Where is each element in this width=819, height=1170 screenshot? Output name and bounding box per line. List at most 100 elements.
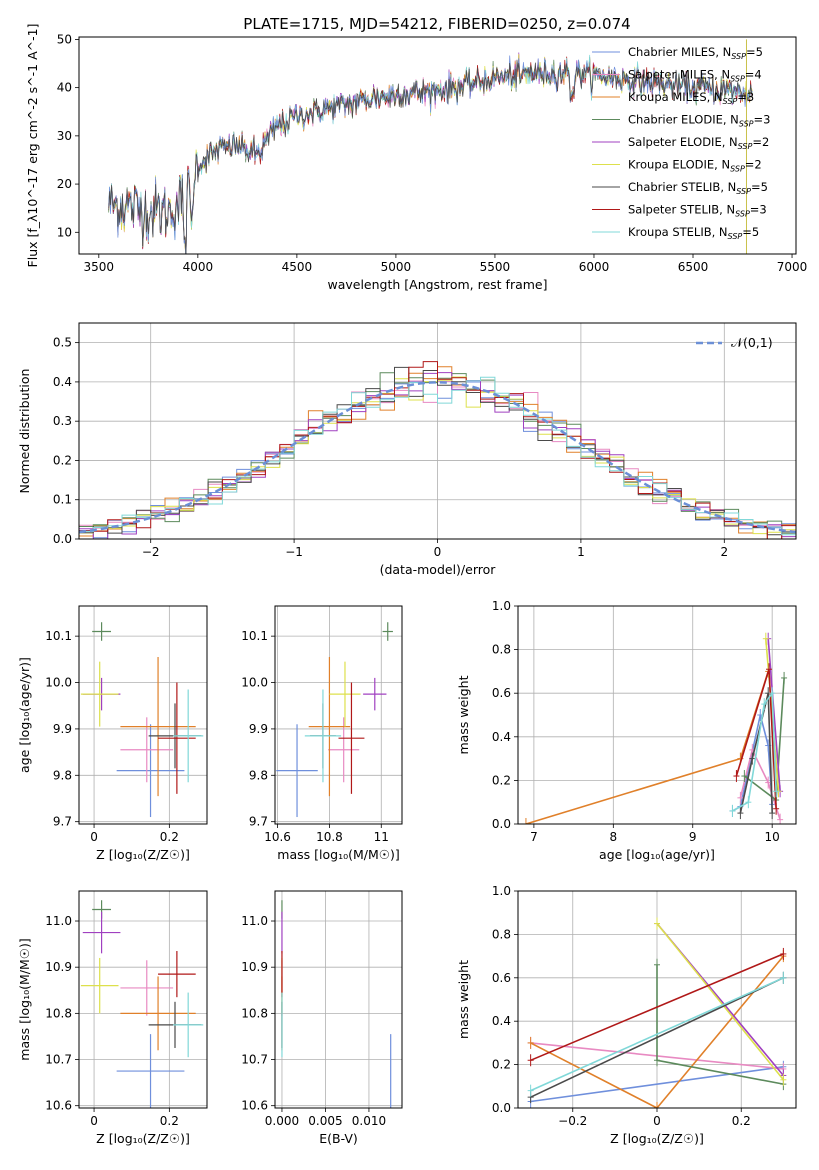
y-tick-label: 10.7 xyxy=(241,1053,268,1067)
x-axis-label: Z [log₁₀(Z/Z☉)] xyxy=(610,1131,704,1146)
y-tick-label: 50 xyxy=(57,32,72,46)
x-tick-label: −1 xyxy=(285,545,303,559)
marks-age-vs-Z xyxy=(80,622,204,818)
plot-residuals: −2 −1 0 1 2 0.0 0.1 0.2 0.3 0.4 0.5 (data-model)/er… xyxy=(17,322,797,577)
y-tick-label: 10.8 xyxy=(241,1006,268,1020)
x-tick-label: 7000 xyxy=(777,260,808,274)
plot-age-vs-Z: 0 0.2 9.7 9.8 9.9 10.0 10.1 Z [log₁₀(Z/Z☉)] age … xyxy=(17,605,208,862)
plot-mass-vs-Z: 0 0.2 10.6 10.7 10.8 10.9 11.0 Z [log₁₀(Z/Z☉)] m… xyxy=(17,890,208,1146)
legend-nssp: =2 xyxy=(752,135,769,149)
y-tick-label: 10 xyxy=(57,225,72,239)
legend-entry: Salpeter MILES, NSSP=4 xyxy=(628,68,762,84)
y-axis-label: mass weight xyxy=(456,960,471,1039)
x-axis-label: (data-model)/error xyxy=(380,562,497,577)
y-tick-label: 1.0 xyxy=(492,884,511,898)
legend-name: Salpeter STELIB, N xyxy=(628,203,735,217)
weight-line-1 xyxy=(739,747,781,820)
y-tick-label: 10.1 xyxy=(241,629,268,643)
legend-name: Kroupa STELIB, N xyxy=(628,225,728,239)
legend-sub: SSP xyxy=(736,187,751,196)
weight-line-0 xyxy=(530,1066,784,1103)
weight-line-7 xyxy=(530,953,784,1062)
y-tick-label: 1.0 xyxy=(492,599,511,613)
x-tick-label: 10 xyxy=(765,830,780,844)
x-tick-label: 4500 xyxy=(282,260,313,274)
legend-entry: Chabrier STELIB, NSSP=5 xyxy=(628,180,768,196)
figure-title: PLATE=1715, MJD=54212, FIBERID=0250, z=0… xyxy=(243,15,630,33)
y-tick-label: 11.0 xyxy=(45,914,72,928)
legend-sub: SSP xyxy=(738,142,753,151)
errorbar-5 xyxy=(80,957,119,1014)
x-axis-label: Z [log₁₀(Z/Z☉)] xyxy=(96,847,190,862)
errorbar-0 xyxy=(116,1034,185,1108)
errorbar-2 xyxy=(120,657,196,797)
grid-mass-vs-ebv xyxy=(275,891,402,1108)
y-tick-label: 40 xyxy=(57,81,72,95)
errorbar-8 xyxy=(173,689,204,783)
grid-age-vs-mass xyxy=(275,606,402,824)
marks-weight-vs-age xyxy=(522,632,788,824)
x-axis-label: mass [log₁₀(M/M☉)] xyxy=(277,847,399,862)
plot-mass-vs-ebv: 0.000 0.005 0.010 10.6 10.7 10.8 10.9 11.0 E(B-V… xyxy=(241,890,403,1146)
x-tick-label: 9 xyxy=(689,830,697,844)
x-tick-label: 0.2 xyxy=(160,1114,179,1128)
errorbar-7 xyxy=(338,682,365,794)
y-tick-label: 10.7 xyxy=(45,1053,72,1067)
weight-line-6 xyxy=(530,977,784,1098)
x-tick-label: 6500 xyxy=(678,260,709,274)
legend-entry: Kroupa MILES, NSSP=3 xyxy=(628,90,754,106)
legend-nssp: =3 xyxy=(754,113,771,127)
y-tick-label: 0.3 xyxy=(53,414,72,428)
x-tick-label: 6000 xyxy=(579,260,610,274)
x-tick-label: 5500 xyxy=(480,260,511,274)
legend-entry: Salpeter STELIB, NSSP=3 xyxy=(628,203,767,219)
legend-sub: SSP xyxy=(730,75,745,84)
y-axis-label: mass [log₁₀(M/M☉)] xyxy=(17,938,32,1060)
marks-mass-vs-Z xyxy=(80,900,204,1108)
y-tick-label: 0.1 xyxy=(53,493,72,507)
legend-nssp: =4 xyxy=(745,68,762,82)
errorbar-0 xyxy=(116,724,185,818)
errorbar-4 xyxy=(82,911,121,954)
legend-entry: Salpeter ELODIE, NSSP=2 xyxy=(628,135,769,151)
y-tick-label: 0.0 xyxy=(492,1101,511,1115)
legend-name: Chabrier MILES, N xyxy=(628,45,731,59)
y-tick-label: 0.8 xyxy=(492,927,511,941)
errorbar-0 xyxy=(276,724,318,818)
y-tick-label: 10.9 xyxy=(241,960,268,974)
y-tick-label: 0.4 xyxy=(492,730,511,744)
x-tick-label: 0 xyxy=(653,1114,661,1128)
x-tick-label: 5000 xyxy=(381,260,412,274)
errorbar-1 xyxy=(120,717,174,783)
legend-sub: SSP xyxy=(723,97,738,106)
x-tick-label: 0.000 xyxy=(265,1114,299,1128)
y-tick-label: 10.6 xyxy=(241,1099,268,1113)
axes-frame xyxy=(78,890,208,1109)
marks-spectrum xyxy=(108,39,753,254)
axes-frame xyxy=(517,605,797,825)
weight-line-5 xyxy=(656,922,785,1081)
y-tick-label: 0.2 xyxy=(492,773,511,787)
marks-age-vs-mass xyxy=(276,622,393,818)
x-tick-label: 10.6 xyxy=(264,830,291,844)
x-tick-label: 4000 xyxy=(183,260,214,274)
errorbar-3 xyxy=(92,622,111,641)
legend-sub: SSP xyxy=(728,232,743,241)
y-tick-label: 0.6 xyxy=(492,971,511,985)
y-tick-label: 11.0 xyxy=(241,914,268,928)
y-tick-label: 0.4 xyxy=(53,375,72,389)
legend-name: Salpeter MILES, N xyxy=(628,68,730,82)
y-tick-label: 0.2 xyxy=(53,453,72,467)
y-tick-label: 9.8 xyxy=(53,768,72,782)
hist-8 xyxy=(79,376,796,539)
y-tick-label: 10.1 xyxy=(45,629,72,643)
legend-nssp: =5 xyxy=(742,225,759,239)
x-tick-label: 7 xyxy=(530,830,538,844)
x-tick-label: 1 xyxy=(577,545,585,559)
errorbar-5 xyxy=(329,661,361,727)
x-tick-label: 0 xyxy=(90,1114,98,1128)
errorbar-5 xyxy=(80,661,119,727)
weight-line-5 xyxy=(765,638,780,792)
normal-curve xyxy=(79,381,796,534)
y-tick-label: 30 xyxy=(57,129,72,143)
